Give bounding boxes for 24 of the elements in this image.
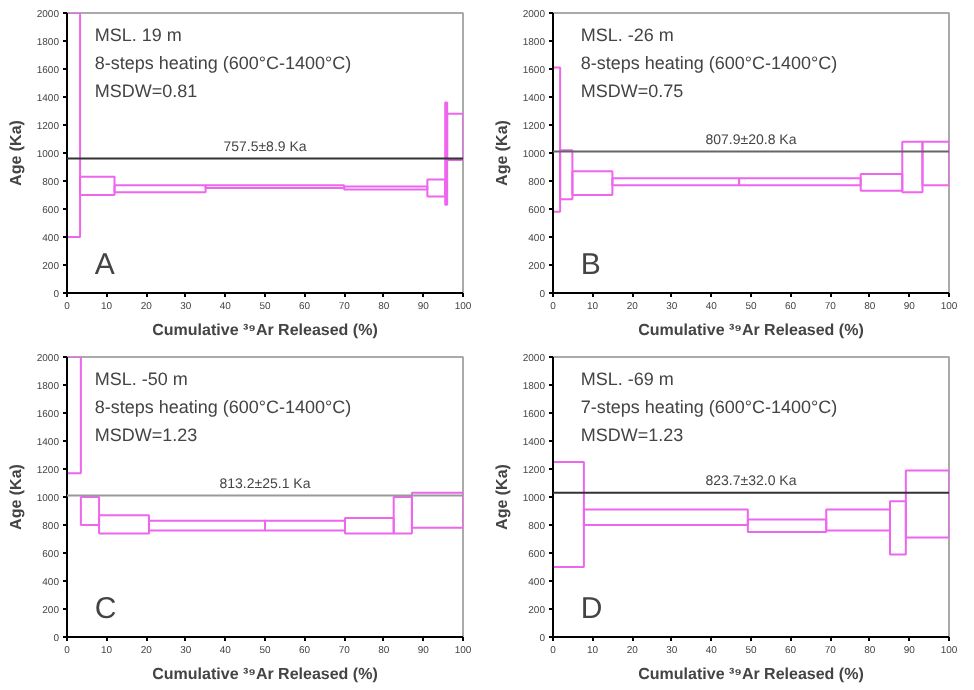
- x-axis-title: Cumulative ³⁹Ar Released (%): [638, 321, 865, 339]
- x-axis-title: Cumulative ³⁹Ar Released (%): [638, 665, 865, 683]
- annotation: 8-steps heating (600°C-1400°C): [94, 397, 352, 418]
- x-axis-title: Cumulative ³⁹Ar Released (%): [152, 321, 379, 339]
- annotation: MSDW=1.23: [580, 425, 684, 446]
- annotation: B: [580, 247, 601, 282]
- annotation: D: [580, 591, 603, 626]
- annotation: MSDW=0.81: [94, 81, 198, 102]
- annotation: C: [94, 591, 117, 626]
- annotation: MSL. -50 m: [94, 369, 188, 390]
- annotation: MSL. -69 m: [580, 369, 674, 390]
- annotation: 7-steps heating (600°C-1400°C): [580, 397, 838, 418]
- y-axis-title: Age (Ka): [6, 463, 25, 530]
- annotation: MSDW=0.75: [580, 81, 684, 102]
- annotation: 8-steps heating (600°C-1400°C): [94, 53, 352, 74]
- y-axis-title: Age (Ka): [492, 463, 511, 530]
- y-axis-title: Age (Ka): [6, 119, 25, 186]
- y-axis-title: Age (Ka): [492, 119, 511, 186]
- annotation: 8-steps heating (600°C-1400°C): [580, 53, 838, 74]
- annotation: MSDW=1.23: [94, 425, 198, 446]
- x-axis-title: Cumulative ³⁹Ar Released (%): [152, 665, 379, 683]
- annotation: A: [94, 247, 115, 282]
- annotation: MSL. -26 m: [580, 25, 674, 46]
- annotation: MSL. 19 m: [94, 25, 182, 46]
